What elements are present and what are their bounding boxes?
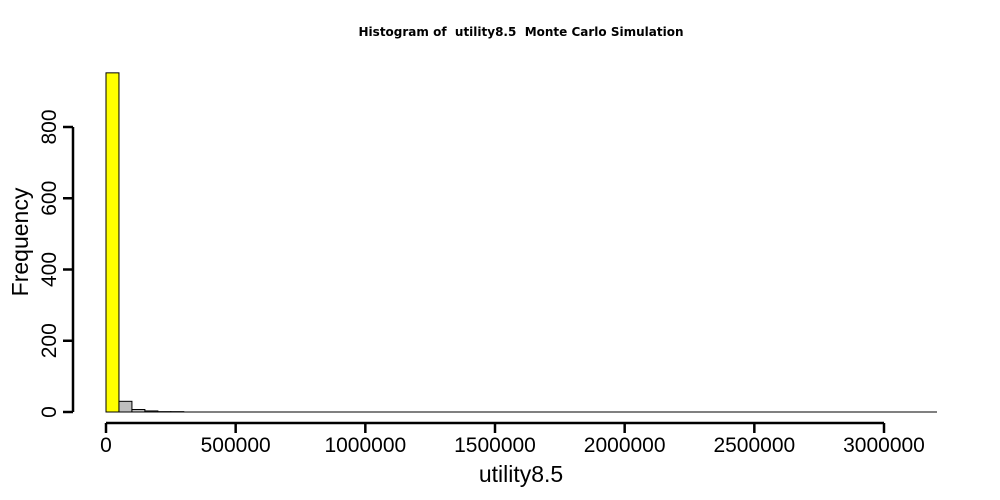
y-axis: 0 200 400 600 800 — [38, 109, 75, 418]
histogram-bars — [105, 72, 185, 413]
x-tick-label-6: 3000000 — [843, 434, 925, 457]
chart-title: Histogram of utility8.5 Monte Carlo Simu… — [359, 25, 684, 39]
x-tick-label-0: 0 — [100, 434, 112, 457]
y-axis-title: Frequency — [7, 187, 33, 296]
histogram-bar-0 — [105, 72, 120, 413]
x-tick-label-5: 2500000 — [713, 434, 795, 457]
x-axis: 0 500000 1000000 1500000 2000000 2500000 30000… — [100, 421, 925, 457]
y-tick-label-1: 200 — [38, 323, 61, 358]
y-tick-label-4: 800 — [38, 109, 61, 144]
y-tick-label-0: 0 — [38, 406, 61, 418]
histogram-bar-1 — [118, 400, 133, 413]
x-tick-label-1: 500000 — [201, 434, 271, 457]
y-tick-label-3: 600 — [38, 181, 61, 216]
x-tick-label-4: 2000000 — [584, 434, 666, 457]
x-tick-label-3: 1500000 — [454, 434, 536, 457]
y-tick-label-2: 400 — [38, 252, 61, 287]
x-tick-label-2: 1000000 — [324, 434, 406, 457]
x-axis-title: utility8.5 — [479, 461, 563, 487]
